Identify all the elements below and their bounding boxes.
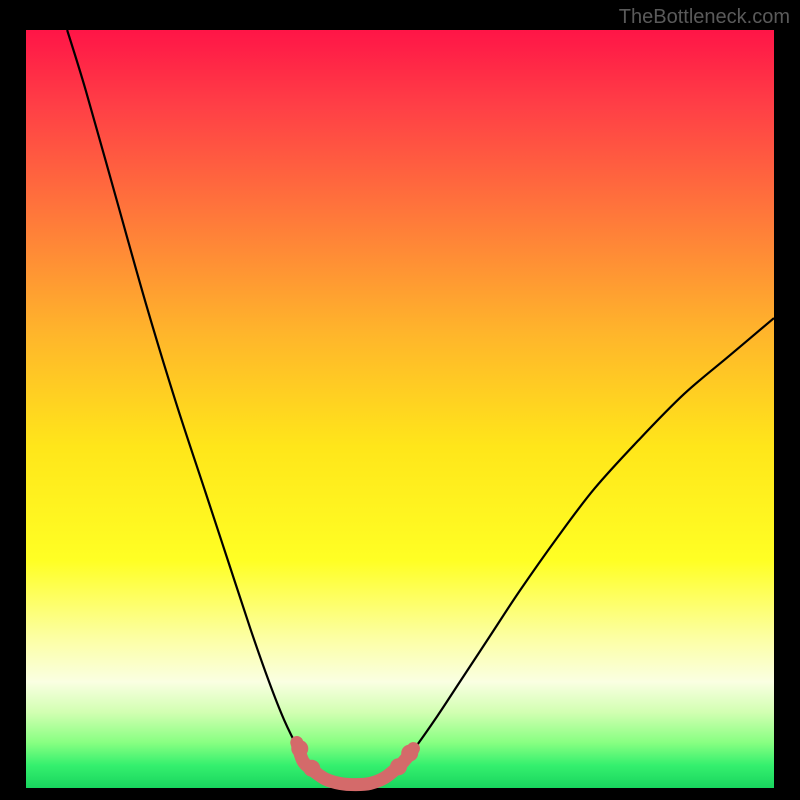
- highlight-marker-2: [390, 758, 407, 775]
- chart-container: TheBottleneck.com: [0, 0, 800, 800]
- bottleneck-chart: [0, 0, 800, 800]
- highlight-marker-1: [303, 760, 320, 777]
- highlight-marker-3: [401, 745, 418, 762]
- watermark-label: TheBottleneck.com: [619, 6, 790, 29]
- plot-background: [26, 30, 774, 788]
- highlight-marker-0: [291, 740, 308, 757]
